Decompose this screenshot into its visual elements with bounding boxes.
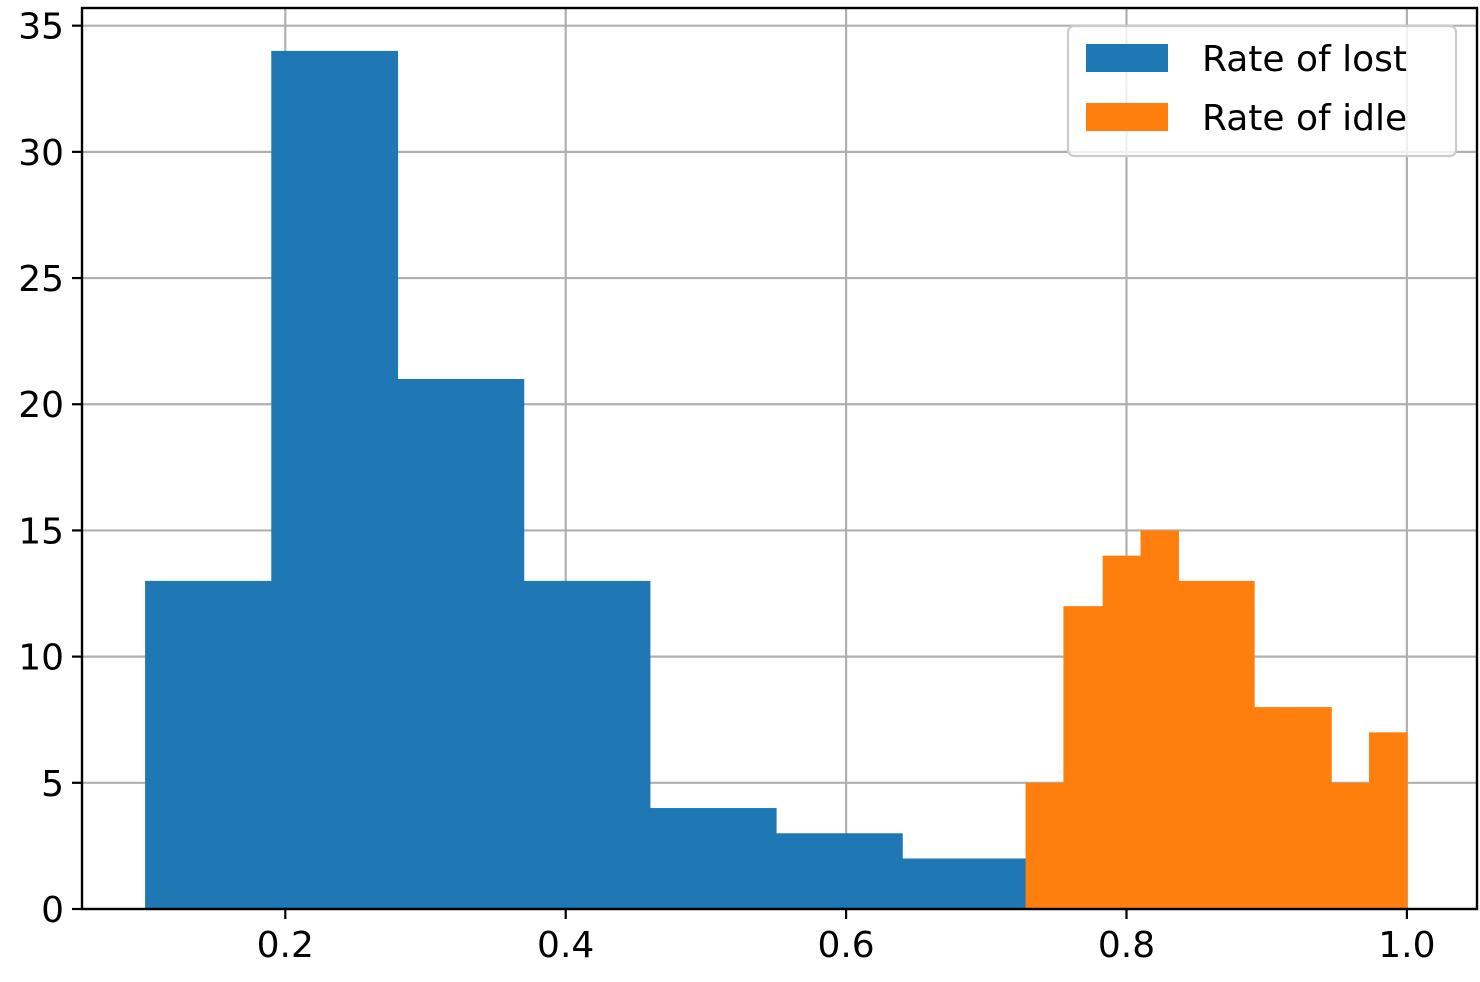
histogram-bar bbox=[397, 379, 525, 909]
histogram-bar bbox=[1331, 782, 1370, 909]
histogram-bar bbox=[1025, 782, 1065, 909]
legend-label: Rate of lost bbox=[1202, 39, 1407, 80]
histogram-bar bbox=[1102, 555, 1142, 909]
histogram-bar bbox=[1140, 530, 1179, 909]
histogram-bar bbox=[1063, 606, 1104, 909]
legend-swatch bbox=[1086, 103, 1168, 131]
y-tick-label: 30 bbox=[18, 133, 64, 174]
axes-frame bbox=[80, 6, 1479, 911]
axis-ticks: 0.2 0.4 0.6 0.8 1.0 0 5 10 15 20 25 30 35 bbox=[18, 7, 1435, 966]
histogram-bars bbox=[145, 50, 1408, 909]
legend: Rate of lost Rate of idle bbox=[1066, 24, 1458, 158]
y-tick-label: 35 bbox=[18, 7, 64, 48]
legend-label: Rate of idle bbox=[1202, 98, 1407, 139]
x-tick-label: 0.4 bbox=[537, 925, 594, 966]
histogram-bar bbox=[145, 580, 272, 909]
plot-frame bbox=[80, 6, 1479, 911]
histogram-bar bbox=[1254, 707, 1293, 909]
series-rate-of-lost bbox=[145, 50, 1029, 909]
x-tick-label: 0.6 bbox=[817, 925, 874, 966]
histogram-bar bbox=[523, 580, 651, 909]
x-tick-label: 1.0 bbox=[1378, 925, 1435, 966]
histogram-bar bbox=[775, 833, 903, 909]
legend-swatch bbox=[1086, 44, 1168, 72]
histogram-bar bbox=[271, 50, 399, 909]
y-tick-label: 20 bbox=[18, 385, 64, 426]
histogram-bar bbox=[1291, 707, 1332, 909]
y-tick-label: 5 bbox=[41, 764, 64, 805]
x-tick-label: 0.8 bbox=[1098, 925, 1155, 966]
y-tick-label: 25 bbox=[18, 259, 64, 300]
series-rate-of-idle bbox=[1025, 530, 1408, 909]
histogram-bar bbox=[902, 858, 1029, 909]
histogram-bar bbox=[649, 808, 777, 909]
y-tick-label: 0 bbox=[41, 890, 64, 931]
histogram-bar bbox=[1178, 580, 1217, 909]
histogram-bar bbox=[1369, 732, 1408, 909]
y-tick-label: 15 bbox=[18, 511, 64, 552]
histogram-bar bbox=[1216, 580, 1255, 909]
y-tick-label: 10 bbox=[18, 638, 64, 679]
x-tick-label: 0.2 bbox=[257, 925, 314, 966]
